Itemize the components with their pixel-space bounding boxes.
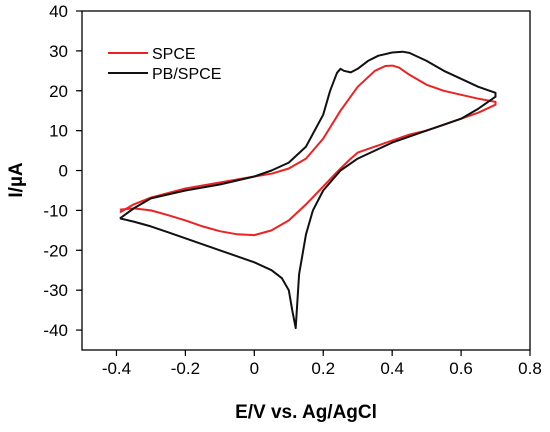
series-line-pb-spce (119, 50, 497, 330)
y-tick-label: -10 (43, 201, 68, 220)
plot-area (81, 10, 531, 351)
legend-label-spce: SPCE (152, 46, 196, 63)
axis-ticks: -0.4 -0.2 0 0.2 0.4 0.6 0.8 -40 -30 -20 -10 0 10 20 30… (43, 2, 541, 378)
y-tick-label: -20 (43, 241, 68, 260)
y-tick-label: 20 (49, 82, 68, 101)
x-tick-label: 0.4 (380, 359, 404, 378)
x-tick-label: -0.2 (171, 359, 200, 378)
y-tick-label: 10 (49, 122, 68, 141)
x-tick-label: -0.4 (102, 359, 131, 378)
series-line-spce (119, 64, 497, 237)
y-tick-label: 0 (59, 162, 68, 181)
x-tick-label: 0.2 (311, 359, 335, 378)
x-axis-title: E/V vs. Ag/AgCl (235, 402, 377, 423)
x-tick-label: 0.6 (449, 359, 473, 378)
y-tick-label: 40 (49, 2, 68, 21)
y-tick-label: -40 (43, 321, 68, 340)
legend: SPCE PB/SPCE (108, 46, 221, 83)
legend-label-pb-spce: PB/SPCE (152, 66, 221, 83)
y-tick-label: 30 (49, 42, 68, 61)
plot-frame (81, 10, 531, 351)
y-tick-label: -30 (43, 281, 68, 300)
x-tick-label: 0.8 (518, 359, 542, 378)
y-axis-title: I/µA (6, 162, 27, 198)
series-layer (119, 50, 497, 330)
x-tick-label: 0 (250, 359, 259, 378)
